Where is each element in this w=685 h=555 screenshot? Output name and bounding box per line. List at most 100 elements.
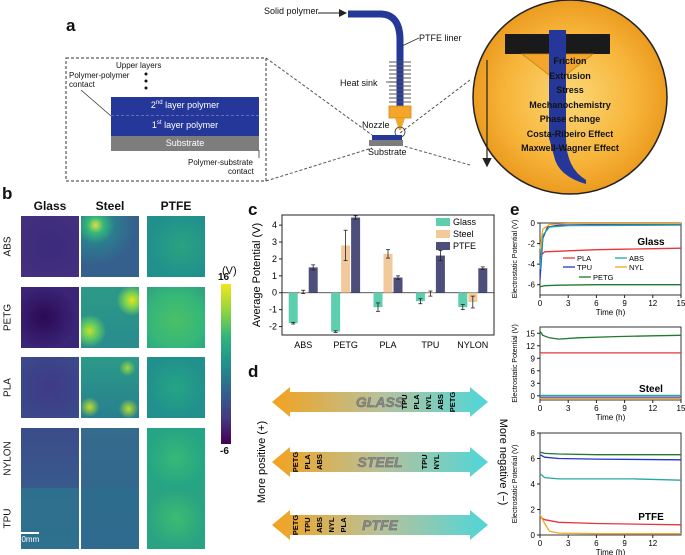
x-axis-label: Time (h): [596, 413, 626, 422]
heatmap-row-nylon: NYLON: [2, 440, 14, 476]
heater-block: [388, 105, 412, 119]
heatmap-tile: [21, 357, 79, 418]
heatmap-tile: [147, 488, 205, 549]
triboelectric-series-diagram: More positive (+) More negative (−)GLASST…: [256, 387, 509, 540]
y-tick-label: -1: [269, 305, 277, 315]
legend-label-glass: Glass: [453, 217, 477, 227]
y-axis-label: Electrostatic Potential (V): [512, 324, 519, 403]
printer-bed: [369, 140, 403, 146]
series-arrow: [272, 447, 488, 477]
material-label: ABS: [436, 394, 445, 410]
layer2-sup: nd: [155, 100, 163, 106]
series-line-abs: [539, 473, 682, 481]
y-tick-label: 2: [272, 254, 277, 264]
material-label: ABS: [315, 454, 324, 470]
x-tick-label: 3: [566, 299, 571, 308]
series-line-nyl: [539, 222, 681, 249]
y-tick-label: 8: [531, 429, 536, 438]
magnified-filament: [549, 75, 586, 184]
effects-list: Friction Extrusion Stress Mechanochemistry P…: [500, 54, 640, 156]
bar-chart: -2 -1 0 1 2 3 4 Average Potential (V) ABS PETG PLA…: [251, 214, 495, 350]
substrate-name-ptfe: PTFE: [362, 517, 398, 533]
substrate-label-steel: Steel: [639, 384, 663, 395]
material-label: NYL: [432, 454, 441, 469]
x-tick-label: 9: [622, 539, 627, 548]
material-label: PETG: [448, 392, 457, 413]
panel-label-c: c: [248, 200, 258, 219]
bar-glass: [288, 292, 298, 324]
layer2-num: 2: [150, 100, 156, 110]
y-axis-label: Electrostatic Potential (V): [512, 445, 519, 524]
psc-line2: contact: [228, 167, 254, 176]
y-tick-label: 4: [531, 480, 536, 489]
bar-glass: [415, 292, 425, 302]
x-tick-label: 9: [622, 404, 627, 413]
series-line-tpu: [539, 454, 682, 461]
heatmap-row-abs: ABS: [2, 236, 14, 257]
panel-label-e: e: [510, 200, 520, 219]
layer2-block: [111, 97, 259, 116]
heatmap-row-pla: PLA: [2, 377, 14, 397]
effect-item: Extrusion: [549, 70, 591, 81]
x-tick-label: 0: [538, 299, 543, 308]
x-tick-label: 15: [677, 404, 685, 413]
legend-label-nyl: NYL: [629, 263, 644, 272]
colorbar-min: -6: [220, 446, 229, 457]
y-tick-label: -2: [269, 322, 277, 332]
heatmap-tile: [81, 428, 139, 489]
material-label: PLA: [412, 394, 421, 410]
x-tick-label: PLA: [379, 340, 396, 350]
polymer-substrate-contact-label: Polymer-substrate contact: [188, 158, 254, 176]
series-line-abs: [539, 224, 682, 270]
solid-polymer-label: Solid polymer: [264, 6, 319, 16]
bar-ptfe: [351, 217, 361, 293]
series-line-pla: [539, 247, 682, 257]
y-tick-label: -2: [528, 240, 536, 249]
y-tick-label: 9: [531, 354, 536, 363]
bar-ptfe: [393, 277, 403, 293]
heatmap-row-petg: PETG: [2, 303, 14, 331]
colorbar: [221, 284, 231, 444]
material-label: NYL: [424, 394, 433, 409]
layer1-num: 1: [151, 120, 157, 130]
y-tick-label: 6: [531, 455, 536, 464]
y-tick-label: 12: [526, 342, 535, 351]
x-tick-label: ABS: [294, 340, 312, 350]
y-tick-label: 0: [531, 531, 536, 540]
scale-bar: [20, 532, 39, 534]
x-tick-label: 3: [566, 539, 571, 548]
substrate-block: [111, 136, 259, 151]
effect-item: Maxwell-Wagner Effect: [521, 143, 619, 153]
heatmap-column-ptfe: PTFE: [160, 199, 192, 213]
bar-ptfe: [435, 255, 445, 293]
material-label: PLA: [303, 454, 312, 470]
bar-glass: [373, 292, 383, 308]
effect-item: Friction: [553, 56, 587, 66]
bar-ptfe: [308, 267, 318, 293]
x-axis-label: Time (h): [596, 548, 626, 555]
material-label: PLA: [339, 517, 348, 533]
bar-glass: [458, 292, 468, 308]
series-line-tpu: [539, 223, 681, 280]
substrate-name-glass: GLASS: [356, 394, 405, 410]
bar-chart-frame: [281, 214, 495, 336]
legend-label-abs: ABS: [629, 254, 644, 263]
x-tick-label: 9: [622, 299, 627, 308]
x-tick-label: 3: [566, 404, 571, 413]
y-tick-label: 6: [531, 367, 536, 376]
scale-bar-label: 10mm: [17, 535, 40, 544]
series-line-petg: [539, 330, 682, 340]
series-arrow: [272, 510, 488, 540]
y-tick-label: 3: [272, 237, 277, 247]
layer1-text: layer polymer: [161, 120, 219, 130]
ppc-line1: Polymer-polymer: [69, 71, 130, 80]
substrate-label-glass: Glass: [637, 237, 665, 248]
x-tick-label: 12: [648, 404, 657, 413]
bar-glass: [331, 292, 341, 332]
layer2-label: 2nd layer polymer: [111, 100, 259, 110]
printer-substrate-label: Substrate: [368, 147, 407, 157]
legend-label-petg: PETG: [593, 273, 614, 282]
more-positive-label: More positive (+): [256, 421, 268, 503]
series-line-pla: [539, 516, 682, 526]
heatmap-tile: [147, 216, 205, 277]
